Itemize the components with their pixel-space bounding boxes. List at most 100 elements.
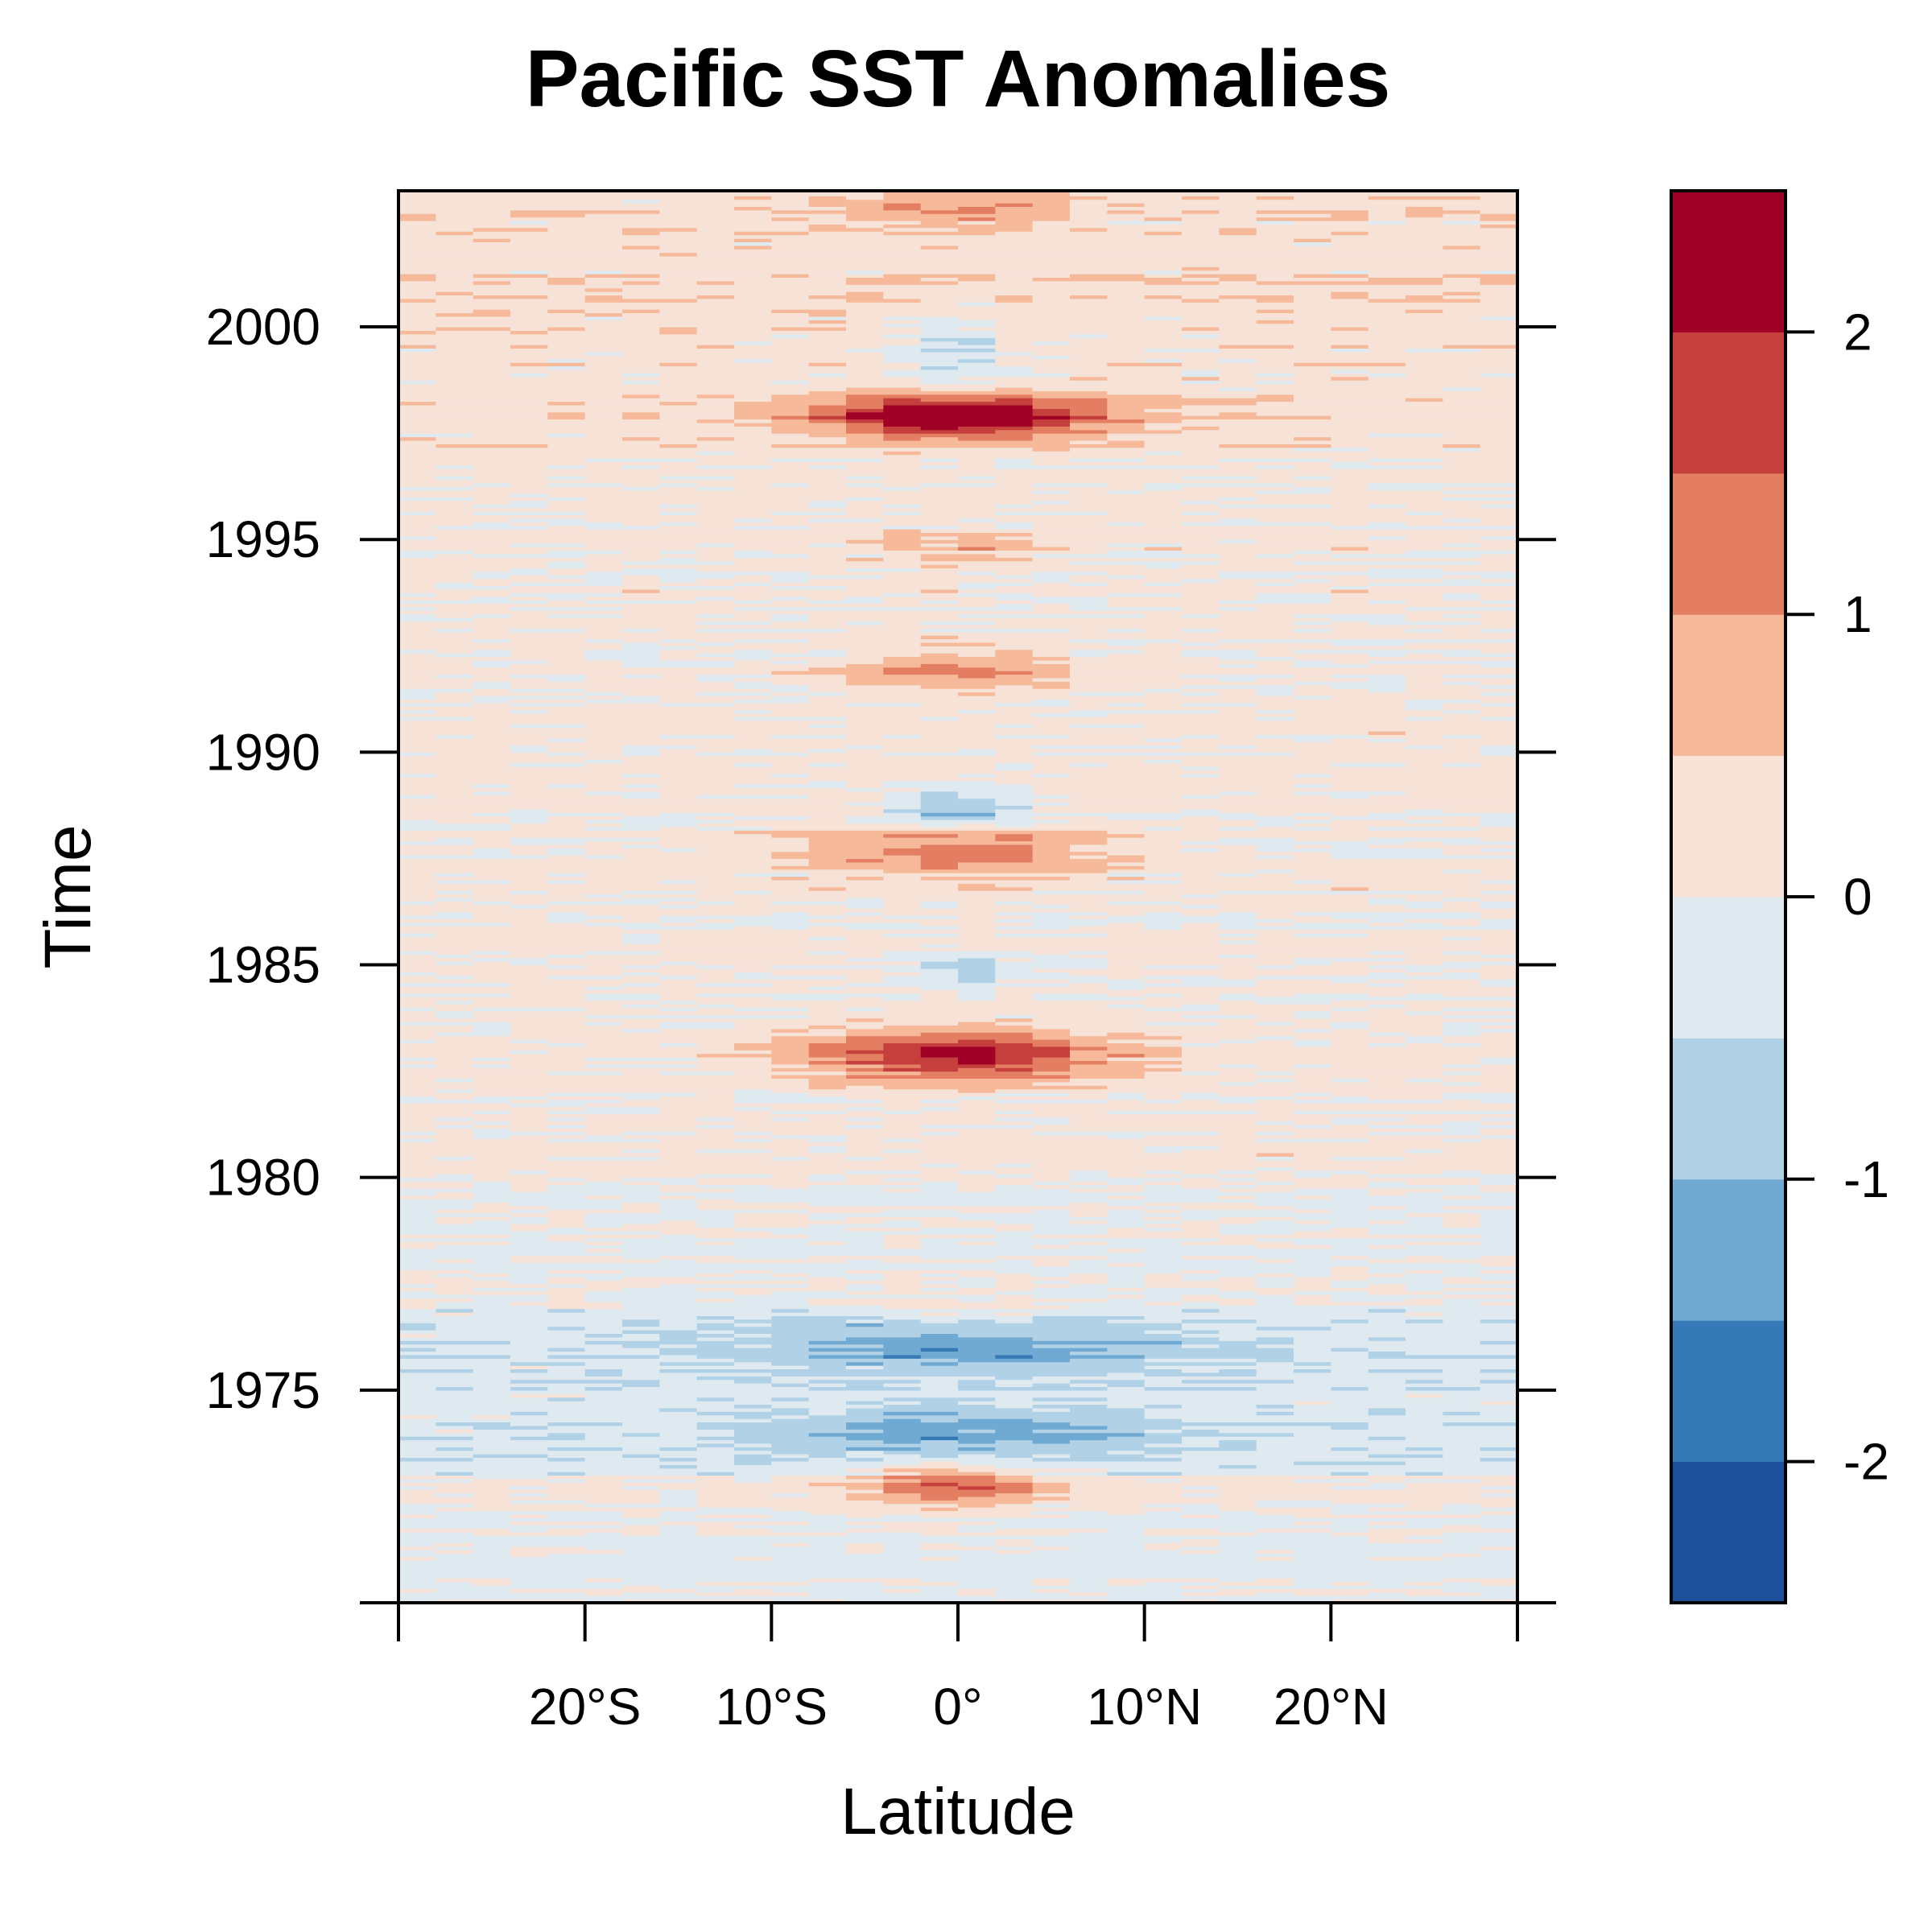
heatmap-cell xyxy=(398,1571,1518,1575)
heatmap-cell xyxy=(734,1460,772,1465)
heatmap-cell xyxy=(622,613,698,618)
heatmap-cell xyxy=(1107,873,1183,877)
heatmap-cell xyxy=(734,1475,772,1480)
heatmap-cell xyxy=(622,638,660,643)
heatmap-cell xyxy=(584,1348,660,1352)
heatmap-cell xyxy=(547,1287,623,1292)
heatmap-cell xyxy=(1368,1308,1406,1313)
heatmap-cell xyxy=(1144,1099,1183,1104)
heatmap-cell xyxy=(1144,628,1183,633)
heatmap-cell xyxy=(1480,1368,1518,1373)
heatmap-cell xyxy=(696,1174,772,1179)
heatmap-cell xyxy=(584,638,623,643)
heatmap-cell xyxy=(920,553,996,558)
heatmap-cell xyxy=(734,1269,772,1274)
heatmap-cell xyxy=(547,1411,698,1416)
heatmap-cell xyxy=(398,947,1518,952)
heatmap-cell xyxy=(734,659,772,664)
heatmap-cell xyxy=(436,348,847,353)
heatmap-cell xyxy=(995,302,1518,307)
heatmap-cell xyxy=(846,904,884,909)
colorbar-segment xyxy=(1671,897,1785,1038)
heatmap-cell xyxy=(510,500,548,505)
heatmap-cell xyxy=(510,312,586,317)
heatmap-cell xyxy=(1107,653,1183,658)
heatmap-cell xyxy=(920,791,959,795)
heatmap-cell xyxy=(547,475,586,480)
heatmap-cell xyxy=(846,348,922,353)
heatmap-cell xyxy=(883,497,1220,502)
heatmap-cell xyxy=(1331,1294,1443,1298)
heatmap-cell xyxy=(734,1199,1518,1203)
heatmap-cell xyxy=(734,451,884,456)
heatmap-cell xyxy=(1219,1549,1257,1554)
heatmap-cell xyxy=(398,1581,474,1586)
heatmap-cell xyxy=(958,861,1108,866)
heatmap-cell xyxy=(1070,802,1518,807)
heatmap-cell xyxy=(1480,245,1518,250)
heatmap-cell xyxy=(584,784,623,788)
heatmap-cell xyxy=(995,535,1369,540)
heatmap-cell xyxy=(846,1422,1071,1426)
heatmap-cell xyxy=(1480,1262,1518,1267)
heatmap-cell xyxy=(1480,600,1518,605)
heatmap-cell xyxy=(1256,709,1294,714)
heatmap-cell xyxy=(995,475,1183,480)
heatmap-cell xyxy=(584,993,660,997)
heatmap-cell xyxy=(734,919,810,923)
heatmap-cell xyxy=(883,557,922,562)
heatmap-cell xyxy=(398,929,1518,934)
heatmap-cell xyxy=(1331,436,1518,441)
heatmap-cell xyxy=(622,309,660,314)
heatmap-cell xyxy=(1070,1305,1518,1310)
heatmap-cell xyxy=(1480,1128,1518,1133)
heatmap-cell xyxy=(584,362,660,367)
heatmap-cell xyxy=(1182,1269,1220,1274)
heatmap-cell xyxy=(1219,1588,1443,1593)
heatmap-cell xyxy=(1443,1294,1518,1298)
heatmap-cell xyxy=(547,1305,623,1310)
heatmap-cell xyxy=(1219,348,1331,353)
heatmap-cell xyxy=(1294,919,1369,923)
heatmap-cell xyxy=(1070,979,1146,984)
heatmap-cell xyxy=(846,298,922,303)
heatmap-cell xyxy=(771,1184,810,1189)
heatmap-cell xyxy=(1294,1354,1369,1359)
heatmap-cell xyxy=(920,1187,959,1192)
heatmap-cell xyxy=(958,1319,996,1323)
heatmap-cell xyxy=(1256,1578,1294,1583)
heatmap-cell xyxy=(1219,1174,1294,1179)
heatmap-cell xyxy=(1480,826,1518,831)
heatmap-cell xyxy=(995,429,1108,434)
heatmap-cell xyxy=(398,1187,511,1192)
heatmap-cell xyxy=(473,613,511,618)
heatmap-cell xyxy=(584,1333,623,1338)
heatmap-cell xyxy=(1294,1336,1369,1341)
heatmap-cell xyxy=(1182,1538,1220,1543)
heatmap-cell xyxy=(510,681,735,686)
heatmap-cell xyxy=(1480,897,1518,902)
heatmap-cell xyxy=(1331,1425,1369,1430)
heatmap-cell xyxy=(659,1344,698,1348)
heatmap-cell xyxy=(659,575,735,580)
heatmap-cell xyxy=(398,1262,1034,1267)
heatmap-cell xyxy=(920,1472,996,1476)
heatmap-cell xyxy=(846,784,884,788)
heatmap-cell xyxy=(547,401,586,406)
heatmap-cell xyxy=(1182,1067,1518,1072)
heatmap-cell xyxy=(734,1223,810,1228)
heatmap-cell xyxy=(398,408,735,413)
heatmap-cell xyxy=(1182,1513,1220,1518)
heatmap-cell xyxy=(1144,231,1183,236)
heatmap-cell xyxy=(920,1223,1034,1228)
heatmap-cell xyxy=(846,1336,1034,1341)
heatmap-cell xyxy=(1032,398,1108,402)
heatmap-cell xyxy=(1443,291,1481,296)
heatmap-cell xyxy=(510,1368,548,1373)
heatmap-cell xyxy=(398,582,436,587)
heatmap-cell xyxy=(958,1216,1146,1221)
heatmap-cell xyxy=(622,926,735,931)
heatmap-cell xyxy=(771,762,810,767)
heatmap-cell xyxy=(473,1258,511,1263)
heatmap-cell xyxy=(1256,812,1294,817)
